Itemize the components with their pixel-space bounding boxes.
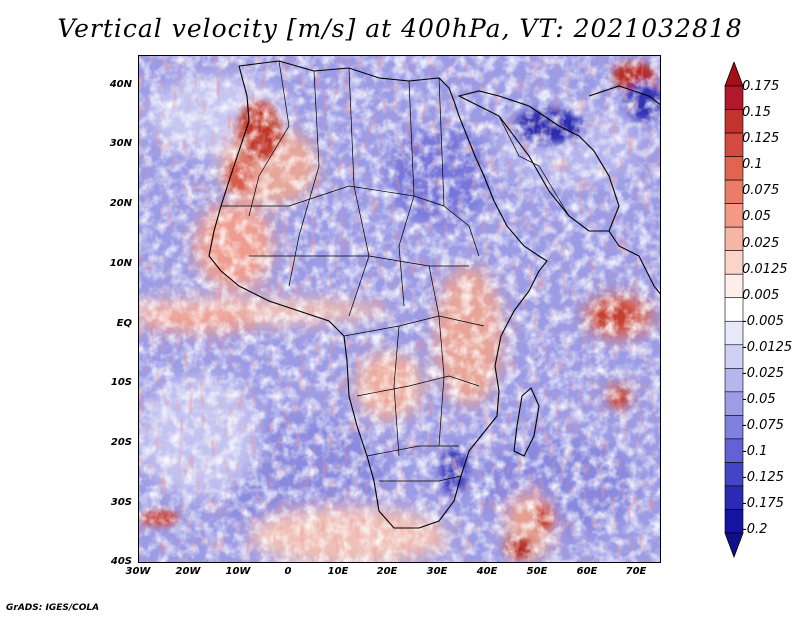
colorbar-segment xyxy=(724,415,744,440)
colorbar-segments xyxy=(724,85,744,534)
colorbar-label: 0.005 xyxy=(742,288,780,303)
lon-label-70e: 70E xyxy=(625,566,647,577)
colorbar-label: 0.025 xyxy=(742,236,780,251)
colorbar-segment xyxy=(724,462,744,487)
colorbar-label: -0.075 xyxy=(742,418,784,433)
vertical-velocity-field xyxy=(139,56,660,562)
colorbar-segment xyxy=(724,391,744,416)
colorbar-segment xyxy=(724,344,744,369)
lon-label-20w: 20W xyxy=(175,566,201,577)
lon-label-30e: 30E xyxy=(426,566,448,577)
map-area[interactable] xyxy=(138,55,661,563)
colorbar-label: -0.05 xyxy=(742,392,776,407)
colorbar-segment xyxy=(724,368,744,393)
lon-label-60e: 60E xyxy=(576,566,598,577)
colorbar-label: -0.175 xyxy=(742,496,784,511)
lat-label-20n: 20N xyxy=(109,198,132,209)
lat-label-10s: 10S xyxy=(110,377,132,388)
colorbar-label: 0.15 xyxy=(742,105,771,120)
colorbar-segment xyxy=(724,85,744,110)
lon-label-20e: 20E xyxy=(376,566,398,577)
colorbar-segment xyxy=(724,109,744,134)
credit-text: GrADS: IGES/COLA xyxy=(6,603,100,613)
lat-label-30s: 30S xyxy=(110,497,132,508)
colorbar xyxy=(724,62,744,558)
africa-coastline xyxy=(208,60,548,529)
colorbar-label: -0.025 xyxy=(742,366,784,381)
colorbar-segment xyxy=(724,203,744,228)
colorbar-segment xyxy=(724,226,744,251)
lon-label-30w: 30W xyxy=(125,566,151,577)
colorbar-segment xyxy=(724,438,744,463)
colorbar-segment xyxy=(724,485,744,510)
lon-label-40e: 40E xyxy=(476,566,498,577)
country-borders xyxy=(221,60,570,482)
colorbar-label: -0.0125 xyxy=(742,340,793,355)
lat-label-40s: 40S xyxy=(110,556,132,567)
india-coastline xyxy=(608,230,660,295)
lon-label-10e: 10E xyxy=(327,566,349,577)
lat-label-40n: 40N xyxy=(109,79,132,90)
colorbar-label: 0.175 xyxy=(742,79,780,94)
colorbar-label: 0.1 xyxy=(742,157,763,172)
colorbar-top-arrow xyxy=(724,62,744,87)
lat-label-10n: 10N xyxy=(109,258,132,269)
colorbar-label: -0.005 xyxy=(742,314,784,329)
colorbar-segment xyxy=(724,273,744,299)
colorbar-label: -0.1 xyxy=(742,444,768,459)
colorbar-label: 0.0125 xyxy=(742,262,788,277)
lon-label-50e: 50E xyxy=(526,566,548,577)
colorbar-label: 0.05 xyxy=(742,209,771,224)
lat-label-20s: 20S xyxy=(110,437,132,448)
colorbar-segment xyxy=(724,320,744,346)
lon-label-0: 0 xyxy=(284,566,292,577)
colorbar-segment xyxy=(724,509,744,534)
colorbar-segment xyxy=(724,179,744,204)
colorbar-bottom-arrow xyxy=(724,532,744,558)
colorbar-segment xyxy=(724,156,744,181)
lat-label-eq: EQ xyxy=(116,318,132,329)
lat-label-30n: 30N xyxy=(109,138,132,149)
colorbar-label: -0.2 xyxy=(742,522,768,537)
arabia-coastline xyxy=(457,90,620,232)
colorbar-label: 0.075 xyxy=(742,183,780,198)
asia-coastline xyxy=(588,85,660,106)
colorbar-segment xyxy=(724,297,744,322)
lon-label-10w: 10W xyxy=(225,566,251,577)
colorbar-label: -0.125 xyxy=(742,470,784,485)
colorbar-segment xyxy=(724,132,744,157)
madagascar-coastline xyxy=(513,387,540,457)
coastlines xyxy=(208,60,660,529)
colorbar-label: 0.125 xyxy=(742,131,780,146)
colorbar-segment xyxy=(724,250,744,275)
plot-title: Vertical velocity [m/s] at 400hPa, VT: 2… xyxy=(57,14,743,43)
